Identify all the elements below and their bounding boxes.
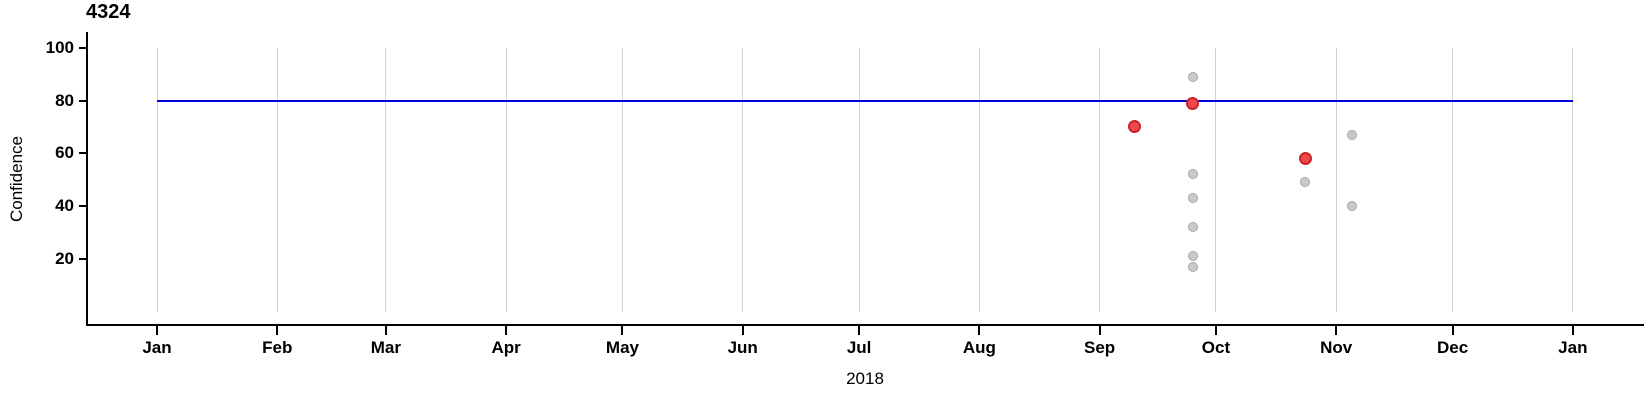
y-tick-mark (79, 152, 86, 155)
data-point-other (1187, 222, 1198, 233)
x-tick-label: Feb (262, 338, 293, 357)
x-tick-mark (858, 326, 861, 335)
x-tick-label: Oct (1201, 338, 1231, 357)
y-tick-label: 80 (55, 90, 74, 110)
month-gridline (385, 47, 387, 312)
x-tick-mark (156, 326, 158, 335)
month-gridline (276, 47, 278, 312)
x-tick-mark (1214, 326, 1217, 335)
month-gridline (1572, 47, 1574, 312)
x-axis-year-label: 2018 (846, 369, 884, 388)
month-gridline (1099, 47, 1101, 312)
month-gridline (1452, 47, 1454, 312)
x-tick-label: Sep (1084, 338, 1116, 357)
y-tick-label: 60 (55, 143, 74, 163)
x-tick-mark (1571, 326, 1574, 335)
x-tick-label: Jun (727, 338, 758, 357)
plot-area (88, 32, 1644, 324)
x-axis-line (86, 324, 1644, 326)
data-point-other (1187, 169, 1198, 180)
month-gridline (621, 47, 623, 312)
x-tick-label: Nov (1320, 338, 1353, 357)
data-point-other (1187, 261, 1198, 272)
month-gridline (742, 47, 744, 312)
x-tick-mark (384, 326, 387, 335)
x-tick-mark (741, 326, 744, 335)
x-tick-label: Mar (370, 338, 401, 357)
y-tick-mark (79, 46, 86, 49)
y-tick-mark (79, 257, 86, 260)
y-tick-mark (79, 99, 86, 102)
month-gridline (978, 47, 980, 312)
y-tick-label: 40 (55, 196, 74, 216)
data-point-highlighted (1128, 120, 1141, 134)
x-tick-label: Apr (491, 338, 521, 357)
y-axis-label: Confidence (7, 135, 26, 223)
y-tick-label: 20 (55, 248, 74, 268)
x-tick-mark (276, 326, 279, 335)
month-gridline (1215, 47, 1217, 312)
y-tick-label: 100 (45, 37, 74, 57)
x-tick-mark (621, 326, 624, 335)
y-axis-line (86, 32, 88, 326)
data-point-other (1187, 251, 1198, 262)
data-point-other (1187, 71, 1198, 82)
month-gridline (156, 47, 158, 312)
data-point-other (1346, 201, 1357, 212)
x-tick-mark (1335, 326, 1338, 335)
x-tick-mark (1098, 326, 1101, 335)
x-tick-label: May (605, 338, 639, 357)
x-tick-mark (1451, 326, 1454, 335)
x-tick-label: Dec (1436, 338, 1469, 357)
data-point-highlighted (1186, 96, 1200, 110)
data-point-other (1187, 193, 1198, 204)
y-tick-mark (79, 205, 86, 208)
data-point-other (1300, 177, 1311, 188)
month-gridline (1335, 47, 1337, 312)
data-point-other (1346, 129, 1357, 140)
x-tick-label: Jan (142, 338, 172, 357)
month-gridline (858, 47, 860, 312)
chart-title: 4324 (86, 1, 131, 23)
month-gridline (505, 47, 507, 312)
x-tick-label: Aug (962, 338, 996, 357)
x-tick-mark (505, 326, 508, 335)
data-point-highlighted (1298, 152, 1312, 166)
x-tick-label: Jan (1558, 338, 1588, 357)
reference-line (157, 99, 1573, 102)
x-tick-mark (978, 326, 981, 335)
x-tick-label: Jul (846, 338, 872, 357)
